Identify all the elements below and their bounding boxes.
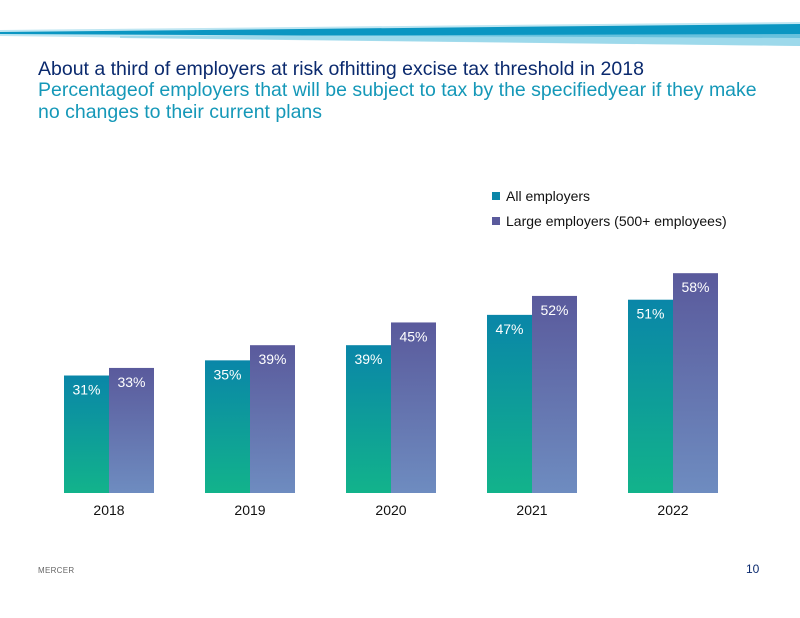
data-label-large-employers-2018: 33% bbox=[117, 374, 145, 390]
bar-all-employers-2019 bbox=[205, 360, 250, 493]
legend-item-all-employers: All employers bbox=[492, 183, 727, 208]
bar-all-employers-2020 bbox=[346, 345, 391, 493]
data-label-all-employers-2020: 39% bbox=[354, 351, 382, 367]
data-label-large-employers-2019: 39% bbox=[258, 351, 286, 367]
bar-all-employers-2022 bbox=[628, 299, 673, 493]
bar-large-employers-2021 bbox=[532, 295, 577, 493]
legend-label-large-employers: Large employers (500+ employees) bbox=[506, 212, 727, 229]
x-tick-label-2018: 2018 bbox=[93, 502, 124, 518]
data-label-all-employers-2021: 47% bbox=[495, 321, 523, 337]
slide-title: About a third of employers at risk ofhit… bbox=[38, 58, 644, 80]
legend-item-large-employers: Large employers (500+ employees) bbox=[492, 208, 727, 233]
x-tick-label-2019: 2019 bbox=[234, 502, 265, 518]
data-label-all-employers-2018: 31% bbox=[72, 382, 100, 398]
bar-all-employers-2018 bbox=[64, 375, 109, 493]
legend-swatch-large-employers bbox=[492, 216, 500, 225]
bar-large-employers-2018 bbox=[109, 367, 154, 493]
data-label-large-employers-2020: 45% bbox=[399, 328, 427, 344]
x-tick-label-2022: 2022 bbox=[657, 502, 688, 518]
bar-large-employers-2019 bbox=[250, 345, 295, 493]
data-label-large-employers-2021: 52% bbox=[540, 302, 568, 318]
x-tick-label-2020: 2020 bbox=[375, 502, 406, 518]
data-label-large-employers-2022: 58% bbox=[681, 279, 709, 295]
footer-brand: MERCER bbox=[38, 566, 75, 575]
legend-swatch-all-employers bbox=[492, 191, 500, 200]
page-number: 10 bbox=[746, 562, 760, 576]
chart-legend: All employers Large employers (500+ empl… bbox=[492, 183, 727, 233]
slide-subtitle: Percentageof employers that will be subj… bbox=[38, 79, 757, 123]
legend-label-all-employers: All employers bbox=[506, 187, 591, 204]
bar-large-employers-2020 bbox=[391, 322, 436, 493]
data-label-all-employers-2019: 35% bbox=[213, 366, 241, 382]
header-banner bbox=[0, 22, 800, 46]
bar-large-employers-2022 bbox=[673, 273, 718, 493]
bar-all-employers-2021 bbox=[487, 314, 532, 493]
data-label-all-employers-2022: 51% bbox=[636, 306, 664, 322]
x-tick-label-2021: 2021 bbox=[516, 502, 547, 518]
